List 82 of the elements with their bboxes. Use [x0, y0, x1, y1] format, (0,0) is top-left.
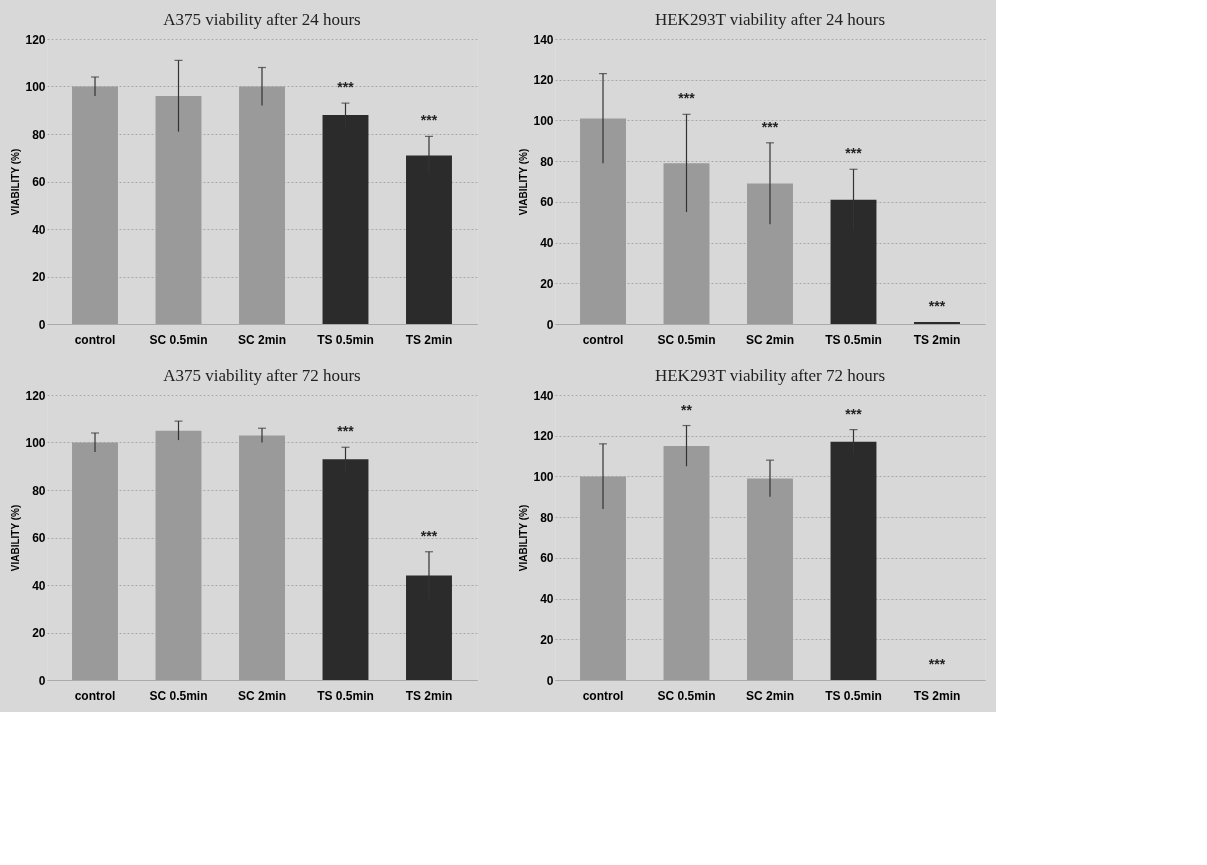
y-tick-label: 0 [38, 673, 46, 688]
x-tick-label: control [74, 332, 116, 347]
annotation: *** [678, 90, 696, 107]
bar [914, 321, 960, 324]
y-tick-label: 0 [546, 317, 554, 332]
x-tick-label: SC 2min [237, 688, 287, 703]
x-tick-label: TS 2min [913, 332, 961, 347]
y-tick-label: 60 [540, 551, 554, 566]
bar [239, 86, 285, 324]
y-tick-label: 80 [32, 127, 46, 142]
y-tick-label: 120 [25, 32, 46, 47]
y-tick-label: 80 [540, 510, 554, 525]
annotation: *** [420, 112, 438, 129]
y-axis-title: VIABILITY (%) [10, 504, 22, 572]
annotation: *** [928, 297, 946, 314]
y-tick-label: 0 [546, 673, 554, 688]
y-tick-label: 140 [533, 388, 554, 403]
bar [239, 435, 285, 680]
bar [663, 163, 710, 324]
chart-title: HEK293T viability after 24 hours [654, 10, 886, 29]
y-tick-label: 20 [32, 626, 46, 640]
annotation: *** [845, 405, 863, 422]
y-tick-label: 60 [32, 175, 46, 189]
y-axis-title: VIABILITY (%) [518, 504, 530, 572]
annotation: *** [928, 656, 946, 672]
y-tick-label: 100 [533, 113, 554, 128]
x-tick-label: SC 2min [745, 688, 795, 703]
y-tick-label: 20 [540, 632, 554, 647]
y-tick-label: 100 [25, 80, 46, 94]
annotation: *** [420, 527, 438, 544]
x-tick-label: control [74, 688, 116, 703]
y-tick-label: 80 [32, 483, 46, 498]
y-tick-label: 60 [32, 531, 46, 545]
x-tick-label: TS 2min [405, 332, 453, 347]
x-tick-label: TS 0.5min [825, 688, 882, 703]
x-tick-label: TS 0.5min [825, 332, 882, 347]
x-tick-label: TS 2min [913, 688, 961, 703]
y-axis-title: VIABILITY (%) [10, 148, 22, 216]
y-tick-label: 120 [25, 388, 46, 403]
x-tick-label: SC 0.5min [149, 332, 208, 347]
bar [663, 445, 710, 680]
x-tick-label: SC 2min [745, 332, 795, 347]
y-tick-label: 40 [540, 236, 554, 251]
x-tick-label: SC 0.5min [657, 332, 716, 347]
chart-title: A375 viability after 24 hours [163, 10, 361, 29]
y-tick-label: 100 [25, 436, 46, 450]
bar [580, 118, 626, 324]
x-tick-label: control [582, 332, 624, 347]
annotation: ** [681, 401, 693, 418]
y-tick-label: 40 [32, 578, 46, 593]
y-tick-label: 100 [533, 469, 554, 484]
y-tick-label: 40 [540, 592, 554, 607]
x-tick-label: SC 0.5min [149, 688, 208, 703]
y-tick-label: 80 [540, 154, 554, 169]
x-tick-label: SC 0.5min [657, 688, 716, 703]
annotation: *** [337, 79, 355, 96]
y-tick-label: 120 [533, 73, 554, 88]
annotation: *** [337, 423, 355, 440]
annotation: *** [761, 118, 779, 135]
y-tick-label: 60 [540, 195, 554, 210]
bar [747, 478, 793, 680]
x-tick-label: TS 2min [405, 688, 453, 703]
annotation: *** [845, 145, 863, 162]
bar [72, 442, 118, 680]
y-tick-label: 140 [533, 32, 554, 47]
chart-title: A375 viability after 72 hours [163, 366, 361, 385]
bar [747, 183, 793, 324]
x-tick-label: SC 2min [237, 332, 287, 347]
bar [155, 96, 202, 324]
y-tick-label: 20 [32, 270, 46, 284]
bar [72, 86, 118, 324]
y-tick-label: 40 [32, 222, 46, 237]
x-tick-label: TS 0.5min [317, 688, 374, 703]
x-tick-label: TS 0.5min [317, 332, 374, 347]
y-axis-title: VIABILITY (%) [518, 148, 530, 216]
y-tick-label: 20 [540, 276, 554, 291]
y-tick-label: 0 [38, 317, 46, 332]
bar [155, 430, 202, 680]
bar [580, 476, 626, 680]
chart-title: HEK293T viability after 72 hours [654, 366, 886, 385]
y-tick-label: 120 [533, 429, 554, 444]
x-tick-label: control [582, 688, 624, 703]
